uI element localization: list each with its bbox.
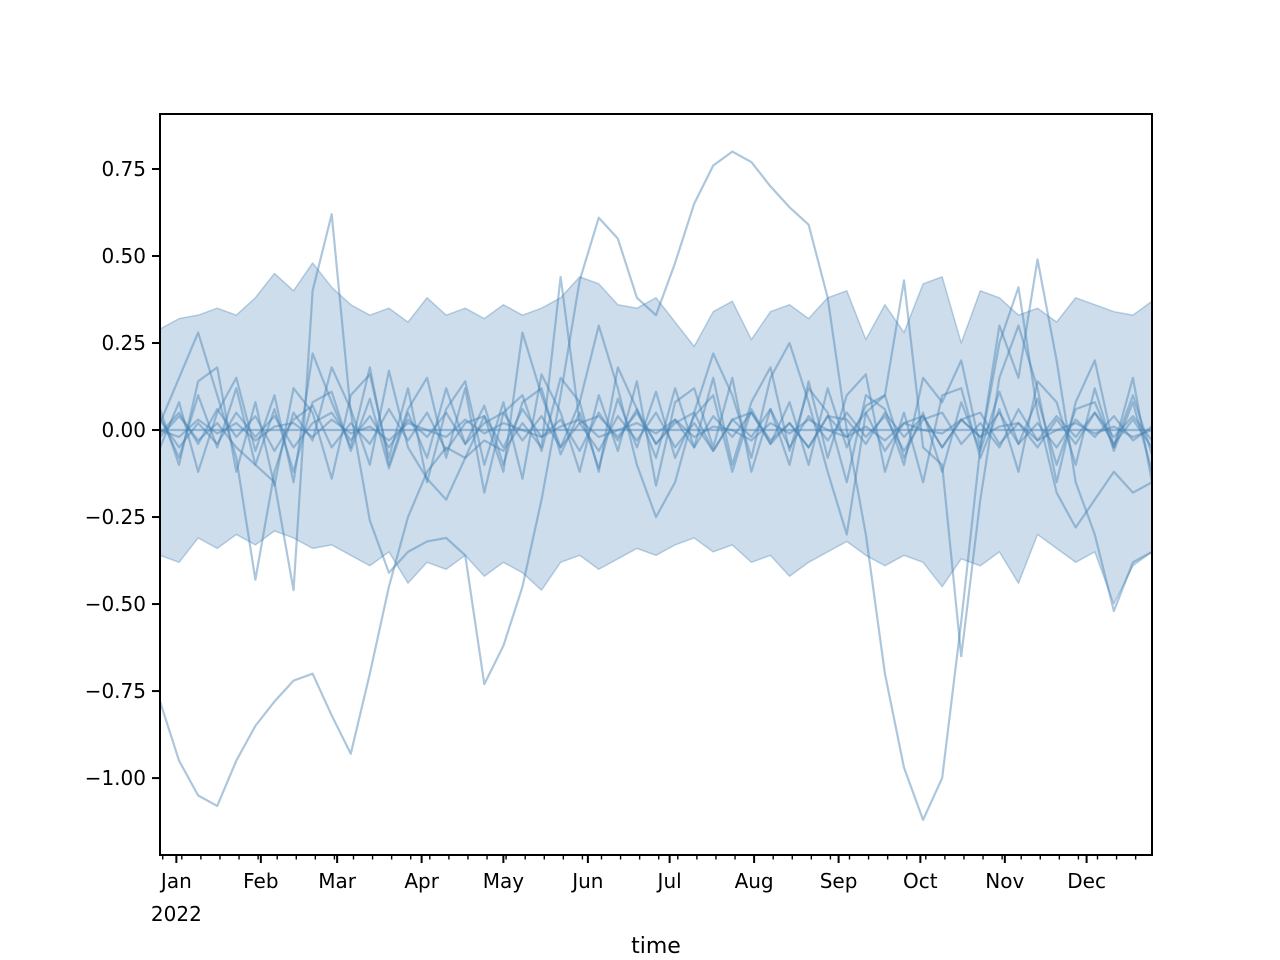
plot-spines: [159, 113, 1153, 856]
series-line-noise-series-2: [160, 404, 1152, 453]
x-tick-label: Nov: [985, 869, 1024, 893]
x-axis-title: time: [631, 934, 681, 959]
x-tick-label: Dec: [1067, 869, 1106, 893]
x-tick-label: May: [483, 869, 525, 893]
x-tick-label: Jun: [570, 869, 603, 893]
y-tick-label: −1.00: [85, 766, 146, 790]
series-line-winter-deep-series: [160, 275, 1152, 808]
y-tick-label: −0.75: [85, 679, 146, 703]
series-line-noise-series-3: [160, 387, 1152, 473]
x-tick-label: Mar: [318, 869, 357, 893]
series-line-volatile-series: [160, 150, 1152, 821]
x-tick-label: Jan: [159, 869, 192, 893]
series-line-mid-series-1: [160, 279, 1152, 658]
x-tick-labels: Jan Feb Mar Apr May Jun Jul Aug Sep Oct Nov Dec: [159, 869, 1106, 893]
x-axis-year-label: 2022: [151, 902, 202, 926]
x-tick-label: Feb: [243, 869, 278, 893]
y-tick-label: 0.75: [101, 157, 146, 181]
series-line-noise-series-1: [160, 418, 1152, 442]
x-tick-label: Apr: [404, 869, 439, 893]
y-tick-label: −0.25: [85, 505, 146, 529]
y-tick-label: −0.50: [85, 592, 146, 616]
y-tick-label: 0.25: [101, 331, 146, 355]
y-tick-label: 0.00: [101, 418, 146, 442]
confidence-band-layer: [160, 262, 1152, 605]
x-tick-label: Oct: [903, 869, 938, 893]
series-lines-layer: [160, 150, 1152, 821]
axes-layer: [152, 113, 1153, 863]
x-tick-label: Jul: [656, 869, 682, 893]
x-tick-label: Aug: [735, 869, 774, 893]
x-tick-label: Sep: [820, 869, 858, 893]
series-line-mid-series-2: [160, 258, 1152, 613]
series-line-noise-series-5: [160, 411, 1152, 449]
series-line-noise-series-4: [160, 366, 1152, 487]
y-tick-labels: 0.75 0.50 0.25 0.00 −0.25 −0.50 −0.75 −1.00: [85, 157, 146, 790]
y-tick-label: 0.50: [101, 244, 146, 268]
confidence-band: [160, 262, 1152, 605]
